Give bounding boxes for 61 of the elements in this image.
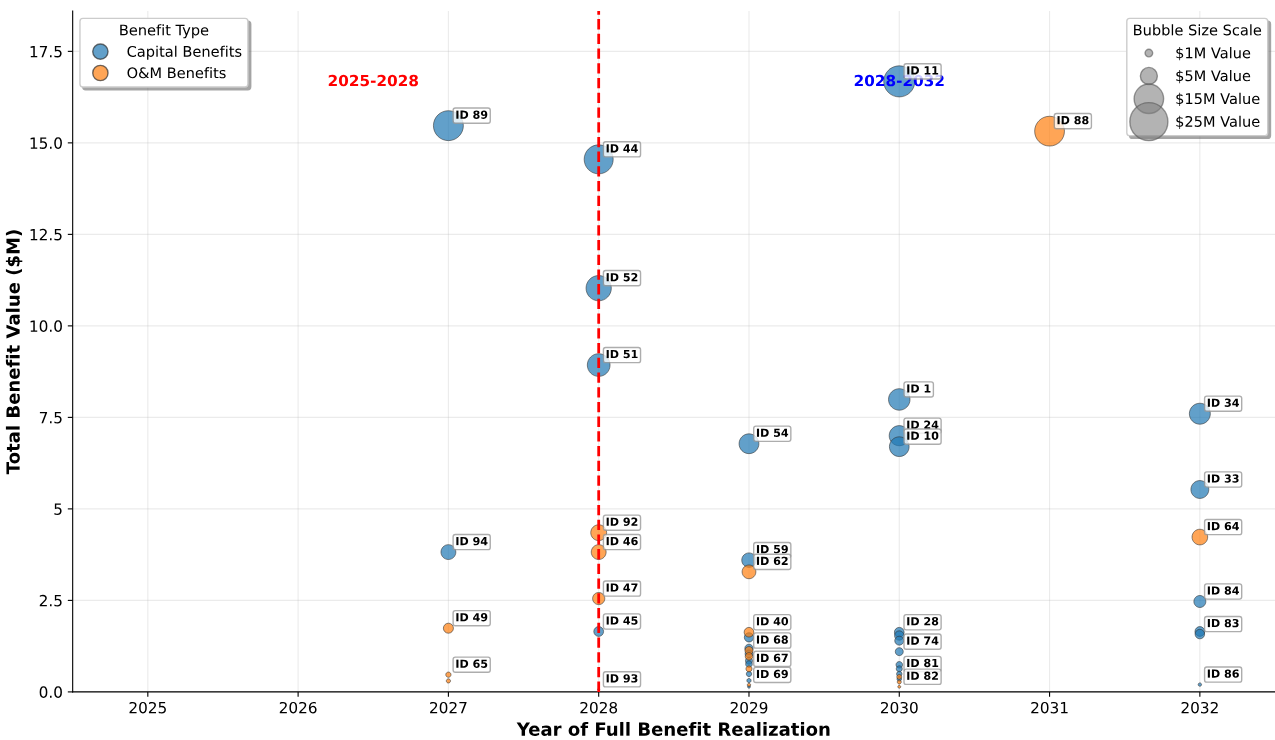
annotation: 2025-2028 (328, 74, 418, 87)
y-axis-title: Total Benefit Value ($M) (5, 230, 23, 475)
annotation: ID 65 (456, 659, 488, 668)
annotation: ID 24 (907, 420, 939, 429)
legend-label: O&M Benefits (127, 67, 226, 79)
annotation: ID 44 (606, 144, 638, 153)
legend-label: $5M Value (1176, 69, 1251, 84)
y-tick-label: 5 (54, 503, 62, 515)
annotation: ID 47 (606, 583, 638, 592)
y-tick-label: 10.0 (30, 320, 62, 332)
x-axis-title: Year of Full Benefit Realization (516, 721, 830, 736)
x-tick-label: 2025 (129, 701, 166, 714)
annotation: Bubble Size Scale (1134, 24, 1262, 36)
annotation: ID 59 (756, 544, 788, 554)
annotation: ID 54 (756, 428, 789, 437)
x-tick-label: 2028 (580, 701, 618, 714)
annotation: ID 94 (456, 536, 488, 546)
y-tick-label: 17.5 (30, 46, 62, 58)
annotation: ID 51 (606, 350, 638, 359)
annotation: ID 92 (606, 517, 638, 526)
annotation: ID 49 (456, 613, 488, 622)
annotation: ID 81 (907, 658, 939, 668)
annotation: ID 82 (907, 671, 938, 680)
y-tick-label: 7.5 (39, 412, 62, 424)
annotation: ID 10 (907, 431, 939, 440)
annotation: ID 52 (606, 272, 638, 282)
legend-title: Benefit Type (120, 24, 209, 39)
x-tick-label: 2026 (279, 701, 317, 714)
annotation: ID 62 (756, 556, 788, 566)
y-tick-label: 12.5 (30, 228, 62, 241)
annotation: ID 93 (606, 674, 638, 683)
y-tick-label: 0.0 (39, 686, 62, 698)
legend-label: $15M Value (1176, 92, 1260, 107)
annotation: ID 45 (606, 616, 638, 625)
annotation: ID 84 (1207, 586, 1239, 595)
annotation: ID 64 (1207, 521, 1239, 531)
annotation: ID 33 (1207, 474, 1239, 483)
annotation: ID 40 (756, 617, 789, 626)
annotation: ID 86 (1207, 669, 1239, 678)
annotation: ID 68 (756, 635, 788, 644)
annotation: ID 69 (756, 669, 788, 679)
annotation: ID 28 (907, 617, 939, 626)
legend-label: $1M Value (1176, 47, 1251, 61)
annotation: ID 89 (456, 110, 488, 119)
x-tick-label: 2027 (430, 701, 467, 714)
x-tick-label: 2031 (1031, 701, 1068, 714)
legend-label: $25M Value (1176, 115, 1260, 129)
y-tick-label: 2.5 (39, 594, 62, 607)
annotation: ID 67 (756, 653, 788, 663)
legend-label: Capital Benefits (127, 45, 242, 60)
annotation: ID 46 (606, 536, 638, 546)
annotation: ID 11 (907, 66, 939, 75)
annotation: ID 88 (1057, 115, 1089, 125)
annotation: ID 83 (1207, 618, 1239, 628)
annotation: ID 1 (907, 384, 931, 393)
annotation: ID 74 (907, 636, 939, 645)
x-tick-label: 2032 (1181, 701, 1218, 714)
x-tick-label: 2030 (880, 701, 918, 714)
annotation: ID 34 (1207, 398, 1239, 407)
x-tick-label: 2029 (730, 701, 768, 714)
y-tick-label: 15.0 (30, 137, 62, 149)
